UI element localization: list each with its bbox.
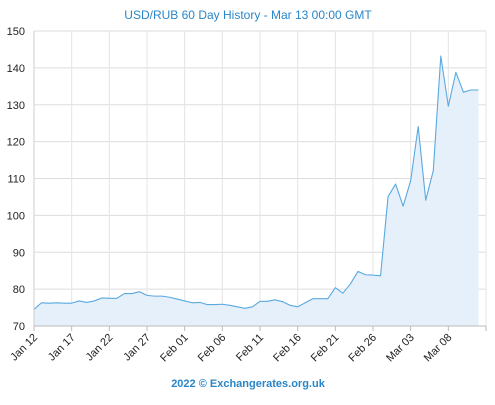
data-point	[229, 304, 231, 306]
data-point	[274, 299, 276, 301]
data-point	[93, 300, 95, 302]
y-tick-label: 90	[13, 247, 25, 259]
data-point	[447, 105, 449, 107]
data-point	[409, 180, 411, 182]
data-point	[387, 195, 389, 197]
data-point	[221, 303, 223, 305]
x-tick-label: Mar 08	[422, 332, 455, 365]
x-tick-label: Feb 16	[271, 332, 304, 365]
x-tick-label: Feb 01	[158, 332, 191, 365]
data-point	[116, 297, 118, 299]
chart-title: USD/RUB 60 Day History - Mar 13 00:00 GM…	[124, 8, 372, 22]
data-point	[251, 306, 253, 308]
data-point	[296, 306, 298, 308]
y-tick-label: 150	[7, 26, 25, 38]
data-point	[425, 199, 427, 201]
x-tick-label: Jan 12	[8, 332, 40, 364]
y-tick-label: 70	[13, 321, 25, 333]
data-point	[191, 302, 193, 304]
data-point	[86, 301, 88, 303]
data-point	[153, 295, 155, 297]
x-tick-label: Jan 17	[46, 332, 78, 364]
x-tick-label: Jan 27	[121, 332, 153, 364]
data-point	[440, 55, 442, 57]
y-tick-label: 80	[13, 284, 25, 296]
data-point	[40, 302, 42, 304]
data-point	[342, 292, 344, 294]
data-point	[349, 283, 351, 285]
data-point	[70, 302, 72, 304]
data-point	[138, 291, 140, 293]
y-tick-label: 110	[7, 174, 25, 186]
grid-lines	[33, 30, 487, 327]
data-point	[108, 297, 110, 299]
data-point	[259, 300, 261, 302]
data-point	[364, 274, 366, 276]
data-point	[161, 295, 163, 297]
series-line	[33, 55, 479, 310]
x-tick-label: Feb 21	[309, 332, 342, 365]
data-point	[266, 300, 268, 302]
data-point	[319, 298, 321, 300]
x-tick-label: Feb 26	[346, 332, 379, 365]
data-point	[183, 300, 185, 302]
data-point	[312, 298, 314, 300]
data-point	[48, 302, 50, 304]
y-tick-label: 130	[7, 100, 25, 112]
data-point	[131, 292, 133, 294]
data-point	[304, 302, 306, 304]
axes	[33, 31, 487, 331]
data-point	[455, 71, 457, 73]
data-point	[236, 306, 238, 308]
data-point	[168, 296, 170, 298]
data-point	[244, 307, 246, 309]
data-point	[372, 274, 374, 276]
data-point	[214, 303, 216, 305]
data-point	[78, 300, 80, 302]
x-tick-label: Feb 11	[234, 332, 266, 364]
data-point	[176, 298, 178, 300]
data-point	[357, 270, 359, 272]
x-tick-labels: Jan 12 Jan 17 Jan 22 Jan 27 Feb 01 Feb 06 Feb …	[8, 332, 454, 365]
data-point	[146, 294, 148, 296]
x-tick-label: Jan 22	[84, 332, 116, 364]
area-layer	[33, 55, 479, 326]
data-point	[334, 286, 336, 288]
data-point	[123, 292, 125, 294]
data-point	[63, 302, 65, 304]
data-point	[477, 89, 479, 91]
y-tick-label: 140	[7, 63, 25, 75]
data-point	[281, 300, 283, 302]
data-point	[327, 298, 329, 300]
data-point	[470, 89, 472, 91]
y-tick-label: 100	[7, 210, 25, 222]
data-point	[55, 302, 57, 304]
chart-footer[interactable]: 2022 © Exchangerates.org.uk	[171, 378, 326, 390]
data-point	[206, 303, 208, 305]
data-point	[417, 125, 419, 127]
data-point	[432, 170, 434, 172]
data-point	[289, 304, 291, 306]
data-point	[199, 301, 201, 303]
data-point	[101, 297, 103, 299]
y-tick-label: 120	[7, 137, 25, 149]
data-point	[394, 183, 396, 185]
y-tick-labels: 70 80 90 100 110 120 130 140 150	[7, 26, 25, 333]
x-tick-label: Feb 06	[196, 332, 229, 365]
data-point	[402, 205, 404, 207]
x-tick-label: Mar 03	[384, 332, 417, 365]
series-area-fill	[34, 56, 479, 326]
data-point	[379, 275, 381, 277]
data-point	[462, 91, 464, 93]
